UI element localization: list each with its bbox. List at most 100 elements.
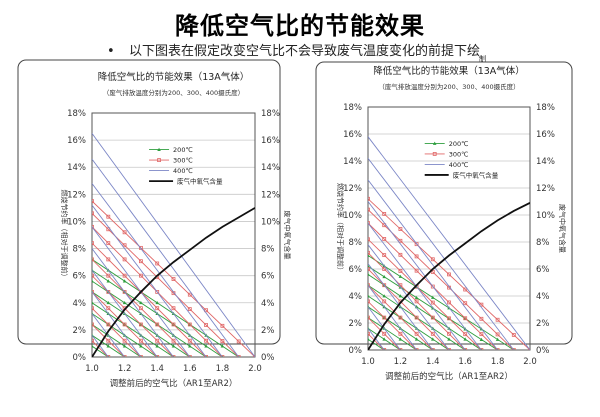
marker-300 [447,316,451,321]
marker-300 [106,214,111,219]
y-tick-right: 18% [536,103,555,113]
x-tick: 1.8 [491,357,505,367]
series-line [368,222,466,350]
marker-300 [511,332,516,337]
marker-300 [106,257,111,262]
series-line [368,301,417,350]
marker-300 [138,259,143,264]
marker-300 [122,322,127,327]
marker-200 [204,344,208,348]
marker-300 [122,230,127,235]
y-tick-right: 4% [261,299,275,309]
series-line [368,284,434,350]
marker-300 [479,316,484,321]
marker-200 [155,300,159,305]
y-tick-left: 8% [73,245,87,255]
marker-300 [398,238,403,243]
y-tick-left: 0% [349,346,363,356]
series-line [368,317,401,350]
marker-300 [171,338,176,343]
marker-300 [447,348,451,350]
legend-marker [432,152,437,156]
marker-200 [139,300,143,305]
marker-300 [382,237,387,241]
marker-300 [106,290,111,294]
series-line [92,158,240,357]
series-line [368,295,450,350]
series-line [92,242,207,357]
marker-300 [495,332,500,337]
marker-300 [368,221,370,226]
marker-200 [122,300,127,305]
chart-title: 降低空气比的节能效果（13A气体） [98,71,250,83]
exhaust-o2-curve [368,202,530,350]
y-tick-right: 16% [261,136,280,146]
marker-300 [382,299,387,304]
marker-300 [138,273,143,278]
marker-300 [106,306,111,311]
marker-300 [122,338,127,343]
plot-series [368,136,530,350]
marker-200 [382,294,386,298]
y-tick-left: 10% [343,211,362,221]
chart-title: 降低空气比的节能效果（13A气体） [373,65,525,77]
marker-300 [398,227,403,231]
bullet-icon: • [107,44,115,59]
y-tick-left: 4% [349,292,363,302]
intro-sentence-cont: 制 [479,55,487,63]
marker-300 [368,299,370,304]
series-line [92,313,125,357]
y-tick-left: 8% [349,238,363,248]
marker-300 [398,348,403,350]
y-tick-left: 4% [73,299,87,309]
intro-sentence: 以下图表在假定改变空气比不会导致废气温度变化的前提下绘 [129,44,481,59]
marker-300 [106,241,111,246]
marker-300 [92,290,94,294]
x-tick: 1.2 [118,364,132,374]
marker-300 [236,339,241,344]
y-tick-right: 2% [536,319,550,329]
series-line [368,179,498,350]
marker-300 [382,331,387,336]
marker-300 [155,338,160,343]
marker-300 [368,283,370,288]
marker-200 [92,300,94,305]
series-line [92,324,125,357]
marker-300 [414,299,419,304]
marker-300 [414,315,419,320]
series-line [92,259,239,357]
y-tick-right: 6% [536,265,550,275]
marker-300 [382,283,387,288]
series-line [368,201,482,350]
y-axis-label-left: 燃烧节约率（相对于调整前） [336,183,345,274]
marker-200 [414,295,419,300]
marker-300 [92,338,94,343]
series-line [92,324,142,357]
marker-300 [187,307,192,312]
marker-300 [187,292,192,297]
series-line [92,275,174,357]
series-line [368,284,417,350]
marker-300 [511,348,516,350]
x-axis-label: 调整前后的空气比（AR1至AR2） [110,378,238,389]
marker-300 [414,331,419,336]
series-line [368,252,466,350]
marker-300 [368,267,370,271]
marker-300 [220,323,225,328]
y-tick-left: 14% [67,163,86,173]
marker-300 [155,355,160,357]
legend-marker [157,158,161,163]
marker-300 [430,331,435,336]
legend: 200℃ 300℃ 400℃ 废气中氧气含量 [149,146,223,186]
marker-300 [155,290,160,294]
series-line [368,263,434,350]
marker-300 [430,315,435,320]
marker-300 [92,257,94,262]
marker-300 [106,355,111,357]
marker-300 [368,250,370,255]
y-tick-right: 16% [536,130,555,140]
marker-200 [171,344,176,348]
chart-2: 降低空气比的节能效果（13A气体） （废气排放温度分别为200、300、400摄氏… [315,61,573,382]
legend-marker [432,141,437,145]
